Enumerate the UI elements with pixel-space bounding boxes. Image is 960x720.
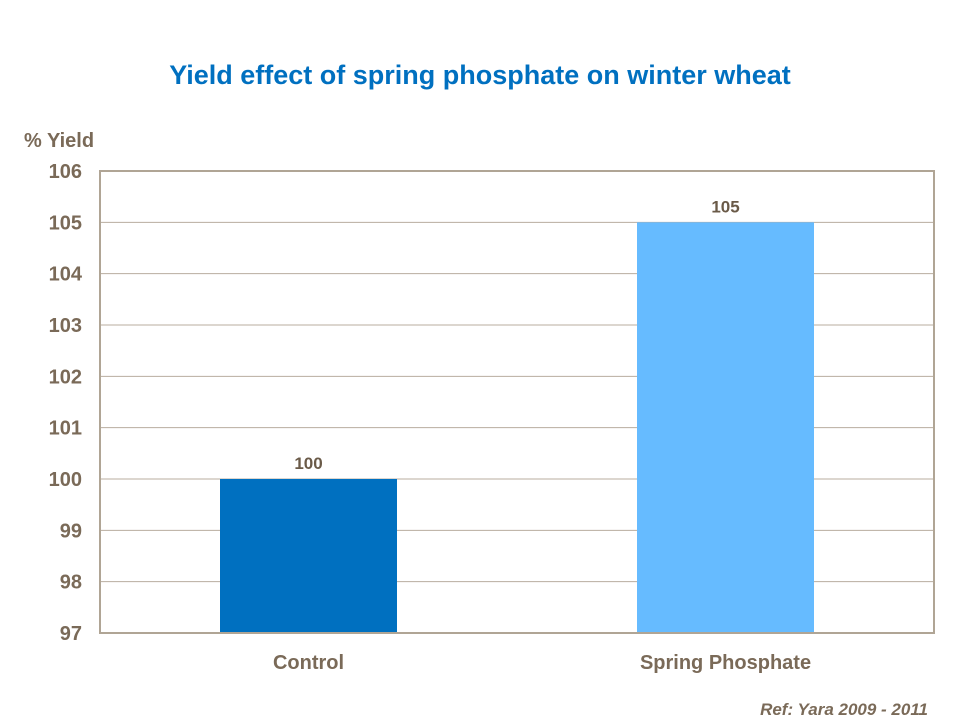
y-tick-label: 101	[49, 418, 82, 440]
plot-border	[99, 170, 935, 634]
x-tick-label: Spring Phosphate	[640, 652, 811, 674]
bar-spring-phosphate	[637, 222, 814, 634]
y-axis-label: % Yield	[24, 130, 95, 152]
y-tick-label: 97	[60, 623, 82, 645]
y-tick-label: 106	[49, 161, 82, 183]
bar-control	[220, 479, 397, 633]
y-tick-label: 99	[60, 520, 82, 542]
y-tick-label: 104	[49, 264, 83, 286]
data-label: 105	[711, 197, 739, 216]
y-tick-label: 105	[49, 212, 82, 234]
y-tick-label: 103	[49, 315, 82, 337]
y-tick-label: 98	[60, 572, 82, 594]
y-tick-label: 102	[49, 366, 82, 388]
x-tick-label: Control	[273, 652, 344, 674]
reference-note: Ref: Yara 2009 - 2011	[760, 700, 928, 719]
data-label: 100	[294, 454, 322, 473]
y-tick-label: 100	[49, 469, 82, 491]
chart-title: Yield effect of spring phosphate on wint…	[169, 60, 791, 90]
